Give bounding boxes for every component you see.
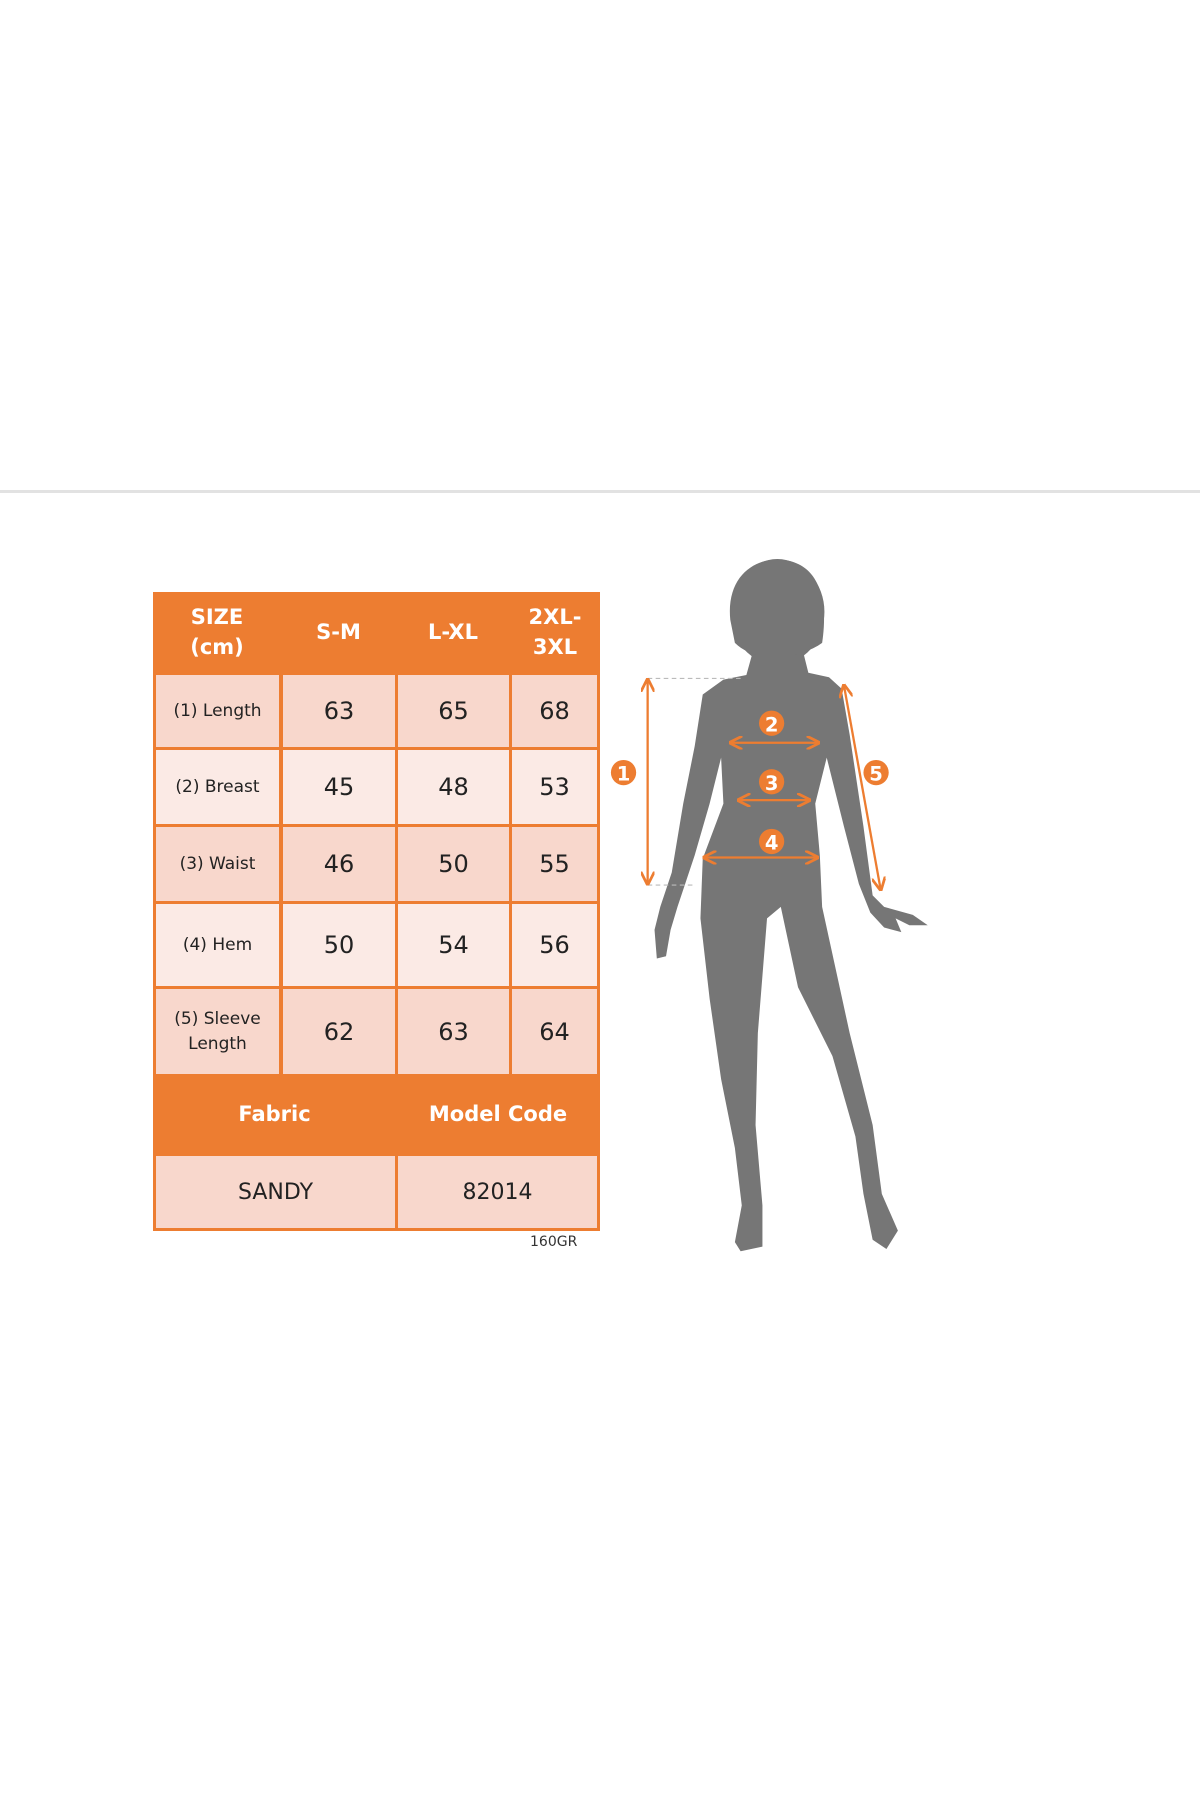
measure-lines	[648, 677, 881, 889]
marker-3: 3	[758, 769, 785, 795]
cell-sleeve-l-xl: 63	[398, 989, 509, 1074]
row-label-length: (1) Length	[156, 675, 279, 747]
cell-length-l-xl: 65	[398, 675, 509, 747]
marker-1: 1	[610, 759, 637, 786]
header-size-line1: SIZE	[190, 605, 244, 630]
model-code-value: 82014	[398, 1156, 597, 1228]
header-s-m: S-M	[316, 619, 361, 644]
silhouette	[654, 559, 928, 1252]
cell-hem-l-xl: 54	[398, 904, 509, 986]
divider-line	[0, 490, 1200, 493]
size-chart-table: SIZE (cm) S-M L-XL 2XL-3XL (1) Length 63…	[153, 592, 600, 1231]
sleeve-arrow	[844, 685, 881, 889]
header-size-line2: (cm)	[190, 634, 244, 659]
sleeve-label-line2: Length	[188, 1033, 247, 1054]
cell-breast-l-xl: 48	[398, 750, 509, 824]
svg-text:1: 1	[617, 763, 631, 786]
marker-2: 2	[758, 710, 785, 736]
cell-sleeve-2xl: 64	[512, 989, 597, 1074]
row-label-hem: (4) Hem	[156, 904, 279, 986]
sleeve-label-line1: (5) Sleeve	[174, 1008, 261, 1029]
svg-text:3: 3	[765, 772, 779, 795]
row-label-waist: (3) Waist	[156, 827, 279, 901]
cell-waist-l-xl: 50	[398, 827, 509, 901]
header-fabric: Fabric	[238, 1101, 311, 1126]
svg-text:2: 2	[765, 713, 779, 736]
row-label-breast: (2) Breast	[156, 750, 279, 824]
cell-waist-2xl: 55	[512, 827, 597, 901]
cell-length-2xl: 68	[512, 675, 597, 747]
cell-sleeve-s-m: 62	[283, 989, 395, 1074]
svg-text:4: 4	[765, 831, 779, 854]
marker-5: 5	[863, 759, 889, 786]
header-2xl-3xl: 2XL-3XL	[510, 592, 600, 673]
fabric-value: SANDY	[156, 1156, 395, 1228]
cell-hem-s-m: 50	[283, 904, 395, 986]
marker-4: 4	[758, 828, 785, 854]
cell-waist-s-m: 46	[283, 827, 395, 901]
measure-markers: 1 2 3 4 5	[610, 710, 889, 854]
cell-length-s-m: 63	[283, 675, 395, 747]
header-size: SIZE (cm)	[153, 592, 281, 673]
row-label-sleeve-length: (5) Sleeve Length	[156, 989, 279, 1074]
svg-text:5: 5	[869, 763, 883, 786]
fabric-weight-note: 160GR	[530, 1234, 578, 1250]
cell-breast-s-m: 45	[283, 750, 395, 824]
header-2xl-3xl-label: 2XL-3XL	[528, 605, 582, 659]
silhouette-hair	[729, 559, 825, 657]
cell-hem-2xl: 56	[512, 904, 597, 986]
cell-breast-2xl: 53	[512, 750, 597, 824]
header-l-xl: L-XL	[428, 619, 478, 644]
header-model-code: Model Code	[428, 1101, 568, 1126]
